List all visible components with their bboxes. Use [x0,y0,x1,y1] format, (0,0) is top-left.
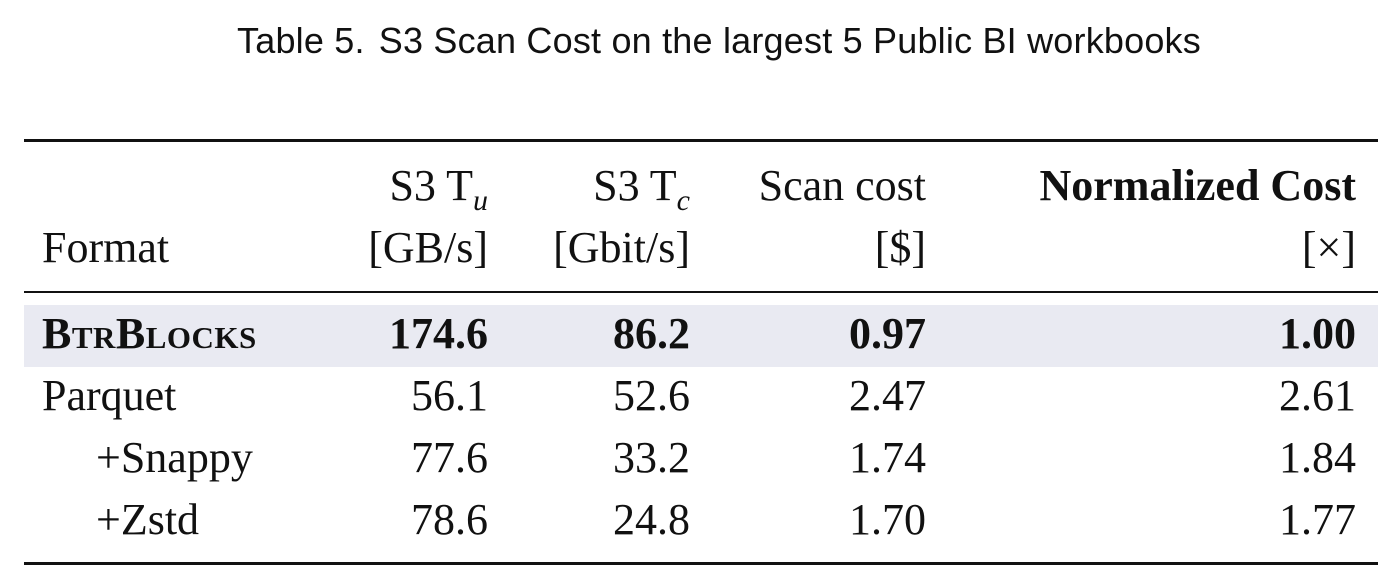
header-tc: S3 Tc [593,160,690,217]
row-zstd-tc: 24.8 [613,495,690,544]
row-snappy-scan-cost: 1.74 [849,433,926,482]
row-parquet-scan-cost: 2.47 [849,371,926,420]
header-normalized-cost: Normalized Cost [1039,161,1357,210]
row-btrblocks-tu: 174.6 [389,309,488,358]
header-tu: S3 Tu [389,160,488,217]
row-snappy-format: +Snappy [96,433,253,482]
row-parquet-normalized: 2.61 [1279,371,1356,420]
caption-label: Table 5. [237,20,365,61]
row-snappy-tc: 33.2 [613,433,690,482]
table-caption: Table 5. S3 Scan Cost on the largest 5 Pu… [0,20,1396,62]
caption-text: S3 Scan Cost on the largest 5 Public BI … [378,20,1201,61]
row-snappy-tu: 77.6 [411,433,488,482]
header-format: Format [42,223,170,272]
mid-rule [24,291,1378,293]
header-tc-prefix: S3 T [593,161,677,210]
highlight-row-background [24,305,1378,367]
row-parquet-format: Parquet [42,371,177,420]
header-tu-prefix: S3 T [389,161,473,210]
header-tu-sub: u [473,184,488,217]
row-btrblocks-tc: 86.2 [613,309,690,358]
row-btrblocks-format: BtrBlocks [42,309,257,358]
top-rule [24,139,1378,142]
row-zstd-tu: 78.6 [411,495,488,544]
header-normalized-cost-unit: [×] [1301,223,1356,272]
row-parquet-tc: 52.6 [613,371,690,420]
header-tu-unit: [GB/s] [368,223,488,272]
row-btrblocks-normalized: 1.00 [1279,309,1356,358]
header-tc-unit: [Gbit/s] [553,223,690,272]
row-zstd-format: +Zstd [96,495,200,544]
row-zstd-scan-cost: 1.70 [849,495,926,544]
header-tc-sub: c [676,184,690,217]
row-zstd-normalized: 1.77 [1279,495,1356,544]
row-btrblocks-scan-cost: 0.97 [849,309,926,358]
row-parquet-tu: 56.1 [411,371,488,420]
header-scan-cost-unit: [$] [874,223,926,272]
bottom-rule [24,562,1378,565]
row-snappy-normalized: 1.84 [1279,433,1356,482]
header-scan-cost: Scan cost [758,161,926,210]
